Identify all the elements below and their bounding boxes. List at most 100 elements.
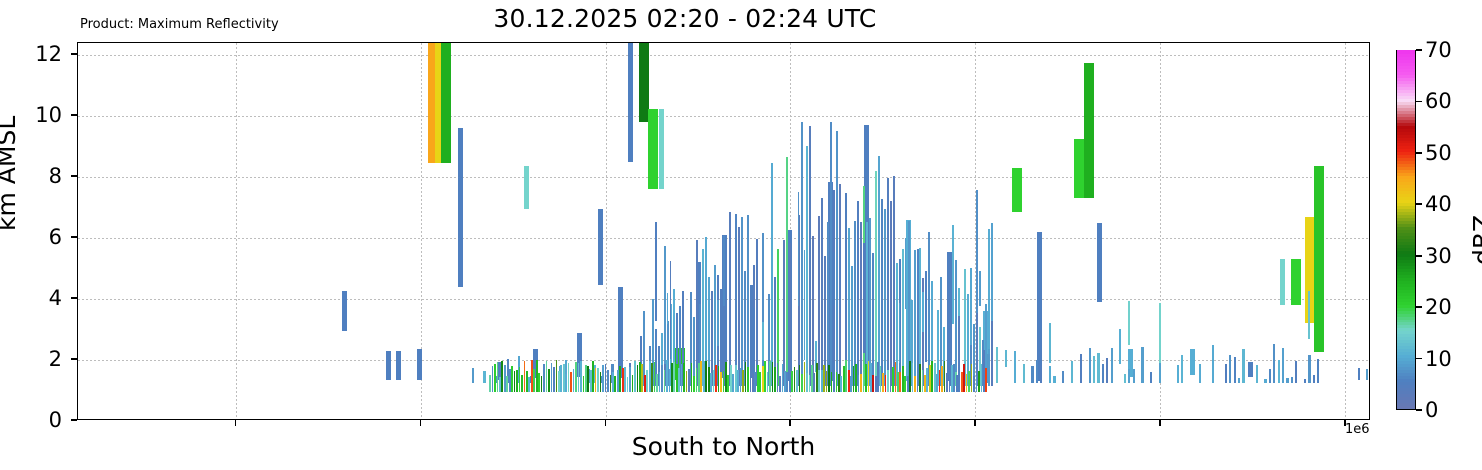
colorbar-segment xyxy=(1397,104,1415,108)
low-level-echo xyxy=(833,362,835,393)
reflectivity-column xyxy=(1358,367,1361,380)
reflectivity-column xyxy=(857,200,860,386)
low-level-echo xyxy=(874,376,877,393)
colorbar-tick-label: 20 xyxy=(1425,295,1452,320)
reflectivity-column xyxy=(1176,364,1179,383)
reflectivity-column xyxy=(1022,364,1025,383)
colorbar-segment xyxy=(1397,205,1415,210)
reflectivity-column xyxy=(1127,349,1133,377)
reflectivity-column xyxy=(744,271,747,386)
colorbar-segment xyxy=(1397,241,1415,245)
colorbar-tick-label: 40 xyxy=(1425,192,1452,217)
low-level-echo xyxy=(580,360,582,393)
low-level-echo xyxy=(634,360,636,393)
reflectivity-column xyxy=(815,340,818,372)
reflectivity-column xyxy=(681,291,684,386)
colorbar-tick xyxy=(1416,49,1422,51)
colorbar-segment xyxy=(1397,220,1415,225)
reflectivity-column xyxy=(458,128,464,287)
low-level-echo xyxy=(960,371,963,393)
low-level-echo xyxy=(926,367,929,393)
low-level-echo xyxy=(641,363,644,393)
gridline-vertical xyxy=(1345,43,1347,419)
colorbar-segment xyxy=(1397,357,1415,362)
reflectivity-column xyxy=(978,271,981,306)
gridline-vertical xyxy=(420,43,422,419)
low-level-echo xyxy=(921,370,924,393)
reflectivity-column xyxy=(1150,371,1153,383)
colorbar-segment xyxy=(1397,253,1415,257)
colorbar-segment xyxy=(1397,288,1415,293)
colorbar-segment xyxy=(1397,223,1415,228)
reflectivity-column xyxy=(1073,139,1084,199)
reflectivity-column xyxy=(1255,365,1258,383)
colorbar-segment xyxy=(1397,89,1415,93)
reflectivity-column xyxy=(1305,216,1316,324)
colorbar-segment xyxy=(1397,184,1415,189)
low-level-echo xyxy=(933,362,936,393)
reflectivity-column xyxy=(755,238,758,386)
reflectivity-column xyxy=(1097,352,1100,383)
reflectivity-column xyxy=(714,264,717,386)
low-level-echo xyxy=(602,364,604,393)
low-level-echo xyxy=(629,366,631,393)
reflectivity-column xyxy=(669,260,672,359)
colorbar-segment xyxy=(1397,193,1415,198)
low-level-echo xyxy=(761,366,764,393)
low-level-echo xyxy=(518,367,521,393)
colorbar-tick-label: 50 xyxy=(1425,140,1452,165)
colorbar-segment xyxy=(1397,127,1415,132)
colorbar-segment xyxy=(1397,226,1415,230)
low-level-echo xyxy=(941,366,943,393)
colorbar-segment xyxy=(1397,169,1415,174)
low-level-echo xyxy=(862,372,865,393)
data-layer xyxy=(78,43,1369,419)
low-level-echo xyxy=(808,374,811,393)
low-level-echo xyxy=(557,370,560,393)
reflectivity-column xyxy=(660,332,663,386)
low-level-echo xyxy=(946,372,948,393)
reflectivity-column xyxy=(767,294,770,386)
low-level-echo xyxy=(783,370,786,393)
reflectivity-column xyxy=(483,371,486,383)
reflectivity-column xyxy=(877,156,880,386)
colorbar-tick xyxy=(1416,409,1422,411)
reflectivity-column xyxy=(1119,329,1122,364)
low-level-echo xyxy=(668,369,671,393)
colorbar-segment xyxy=(1397,369,1415,374)
reflectivity-column xyxy=(471,368,474,383)
reflectivity-column xyxy=(711,290,714,386)
low-level-echo xyxy=(685,371,688,393)
reflectivity-column xyxy=(975,190,978,314)
low-level-echo xyxy=(616,370,619,393)
low-level-echo xyxy=(938,370,941,393)
colorbar-segment xyxy=(1397,50,1415,54)
colorbar-segment xyxy=(1397,286,1415,290)
reflectivity-column xyxy=(1189,349,1195,376)
low-level-echo xyxy=(612,372,614,393)
colorbar-segment xyxy=(1397,181,1415,186)
y-axis-tick-label: 2 xyxy=(48,347,62,372)
low-level-echo xyxy=(973,376,975,393)
reflectivity-column xyxy=(818,215,821,386)
colorbar-segment xyxy=(1397,372,1415,377)
reflectivity-column xyxy=(904,237,907,310)
reflectivity-column xyxy=(1290,376,1294,383)
low-level-echo xyxy=(675,364,678,393)
low-level-echo xyxy=(538,372,540,393)
reflectivity-column xyxy=(1312,375,1315,383)
colorbar-segment xyxy=(1397,402,1415,407)
low-level-echo xyxy=(727,375,730,393)
reflectivity-column xyxy=(696,262,702,379)
reflectivity-column xyxy=(1314,166,1325,353)
low-level-echo xyxy=(892,367,894,393)
reflectivity-column xyxy=(1308,354,1311,383)
reflectivity-column xyxy=(895,262,898,386)
reflectivity-column xyxy=(738,226,741,386)
colorbar-segment xyxy=(1397,101,1415,105)
low-level-echo xyxy=(494,363,496,393)
low-level-echo xyxy=(658,372,661,393)
colorbar-segment xyxy=(1397,333,1415,338)
reflectivity-column xyxy=(1295,361,1298,383)
reflectivity-column xyxy=(860,221,862,386)
